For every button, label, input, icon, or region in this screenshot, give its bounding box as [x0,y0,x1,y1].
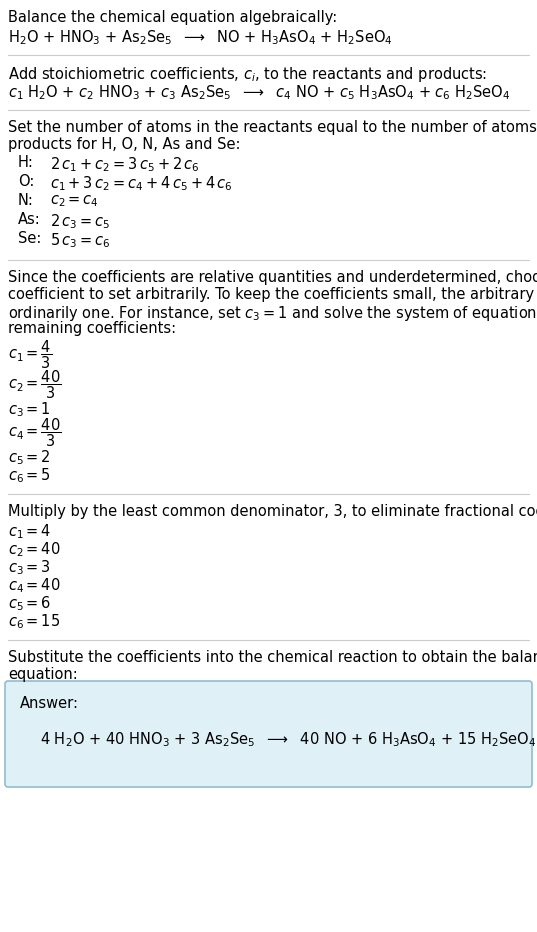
Text: remaining coefficients:: remaining coefficients: [8,321,176,336]
Text: $c_1$ H$_2$O + $c_2$ HNO$_3$ + $c_3$ As$_2$Se$_5$  $\longrightarrow$  $c_4$ NO +: $c_1$ H$_2$O + $c_2$ HNO$_3$ + $c_3$ As$… [8,83,511,102]
Text: $c_1 = \dfrac{4}{3}$: $c_1 = \dfrac{4}{3}$ [8,338,52,371]
Text: Balance the chemical equation algebraically:: Balance the chemical equation algebraica… [8,10,337,25]
Text: Since the coefficients are relative quantities and underdetermined, choose a: Since the coefficients are relative quan… [8,270,537,285]
Text: $2\,c_1 + c_2 = 3\,c_5 + 2\,c_6$: $2\,c_1 + c_2 = 3\,c_5 + 2\,c_6$ [50,155,200,173]
Text: O:: O: [18,174,34,189]
Text: $c_1 + 3\,c_2 = c_4 + 4\,c_5 + 4\,c_6$: $c_1 + 3\,c_2 = c_4 + 4\,c_5 + 4\,c_6$ [50,174,233,193]
Text: $c_6 = 5$: $c_6 = 5$ [8,466,51,485]
Text: $c_1 = 4$: $c_1 = 4$ [8,522,52,541]
Text: N:: N: [18,193,34,208]
Text: $2\,c_3 = c_5$: $2\,c_3 = c_5$ [50,212,110,231]
Text: $c_5 = 2$: $c_5 = 2$ [8,448,51,467]
Text: H$_2$O + HNO$_3$ + As$_2$Se$_5$  $\longrightarrow$  NO + H$_3$AsO$_4$ + H$_2$SeO: H$_2$O + HNO$_3$ + As$_2$Se$_5$ $\longri… [8,28,393,47]
Text: $c_2 = c_4$: $c_2 = c_4$ [50,193,99,209]
Text: 4 H$_2$O + 40 HNO$_3$ + 3 As$_2$Se$_5$  $\longrightarrow$  40 NO + 6 H$_3$AsO$_4: 4 H$_2$O + 40 HNO$_3$ + 3 As$_2$Se$_5$ $… [40,730,536,748]
Text: Substitute the coefficients into the chemical reaction to obtain the balanced: Substitute the coefficients into the che… [8,650,537,665]
Text: Set the number of atoms in the reactants equal to the number of atoms in the: Set the number of atoms in the reactants… [8,120,537,135]
Text: ordinarily one. For instance, set $c_3 = 1$ and solve the system of equations fo: ordinarily one. For instance, set $c_3 =… [8,304,537,323]
Text: equation:: equation: [8,667,78,682]
Text: products for H, O, N, As and Se:: products for H, O, N, As and Se: [8,137,241,152]
Text: $c_6 = 15$: $c_6 = 15$ [8,612,60,631]
Text: As:: As: [18,212,41,227]
Text: $c_4 = \dfrac{40}{3}$: $c_4 = \dfrac{40}{3}$ [8,416,62,448]
Text: H:: H: [18,155,34,170]
Text: $c_2 = \dfrac{40}{3}$: $c_2 = \dfrac{40}{3}$ [8,368,62,401]
Text: coefficient to set arbitrarily. To keep the coefficients small, the arbitrary va: coefficient to set arbitrarily. To keep … [8,287,537,302]
Text: Multiply by the least common denominator, 3, to eliminate fractional coefficient: Multiply by the least common denominator… [8,504,537,519]
Text: $c_2 = 40$: $c_2 = 40$ [8,540,61,558]
Text: Se:: Se: [18,231,41,246]
FancyBboxPatch shape [5,681,532,787]
Text: $c_5 = 6$: $c_5 = 6$ [8,594,52,612]
Text: $c_3 = 3$: $c_3 = 3$ [8,558,51,577]
Text: $c_4 = 40$: $c_4 = 40$ [8,576,61,595]
Text: $5\,c_3 = c_6$: $5\,c_3 = c_6$ [50,231,111,250]
Text: $c_3 = 1$: $c_3 = 1$ [8,400,51,418]
Text: Add stoichiometric coefficients, $c_i$, to the reactants and products:: Add stoichiometric coefficients, $c_i$, … [8,65,487,84]
Text: Answer:: Answer: [20,696,79,711]
